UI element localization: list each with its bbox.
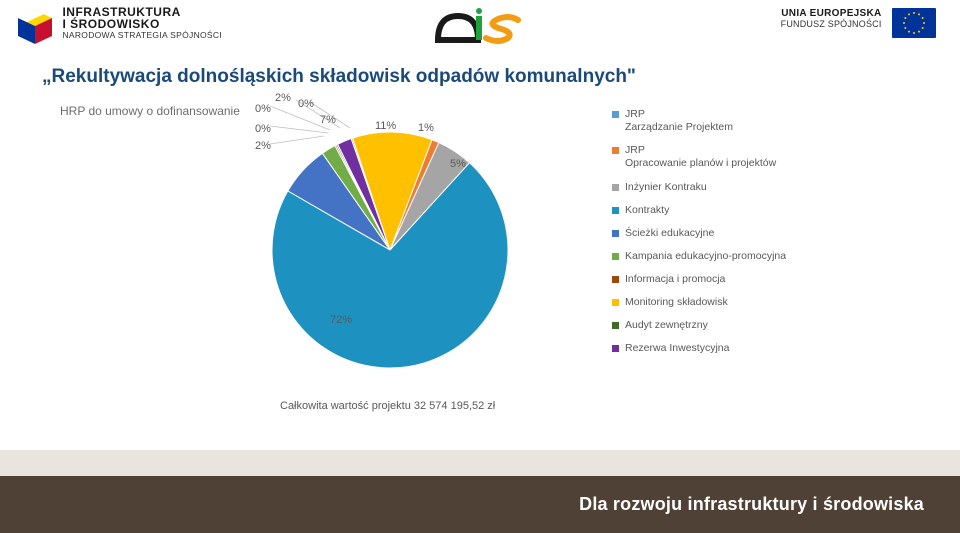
legend-label: Audyt zewnętrzny: [625, 319, 708, 332]
legend-item: JRP Opracowanie planów i projektów: [612, 144, 786, 170]
pie-pct-label: 72%: [330, 314, 352, 326]
legend-item: Monitoring składowisk: [612, 296, 786, 309]
legend-swatch: [612, 184, 619, 191]
legend-swatch: [612, 147, 619, 154]
header-bar: INFRASTRUKTURA I ŚRODOWISKO NARODOWA STR…: [0, 0, 960, 60]
legend-item: Audyt zewnętrzny: [612, 319, 786, 332]
legend-label: Ścieżki edukacyjne: [625, 227, 714, 240]
legend-item: Ścieżki edukacyjne: [612, 227, 786, 240]
legend-swatch: [612, 253, 619, 260]
legend-label: Rezerwa Inwestycyjna: [625, 342, 729, 355]
footer-light-band: [0, 450, 960, 476]
legend-item: Inżynier Kontraku: [612, 181, 786, 194]
pie-pct-label: 0%: [298, 98, 314, 110]
pie-pct-label: 2%: [275, 92, 291, 104]
legend-swatch: [612, 299, 619, 306]
page-title: „Rekultywacja dolnośląskich składowisk o…: [42, 66, 636, 88]
legend-label: Kampania edukacyjno-promocyjna: [625, 250, 786, 263]
legend-swatch: [612, 345, 619, 352]
logo-dis: [430, 8, 530, 48]
pie-pct-label: 0%: [255, 103, 271, 115]
legend-item: Kontrakty: [612, 204, 786, 217]
logo-infrastruktura: INFRASTRUKTURA I ŚRODOWISKO NARODOWA STR…: [18, 6, 222, 44]
cube-icon: [18, 10, 52, 44]
legend-swatch: [612, 322, 619, 329]
pie-pct-label: 1%: [418, 122, 434, 134]
pie-labels: 0%2%0%0%2%7%11%1%5%72%: [230, 100, 550, 380]
legend-label: Inżynier Kontraku: [625, 181, 707, 194]
legend-label: JRP Opracowanie planów i projektów: [625, 144, 776, 170]
logo-eu: UNIA EUROPEJSKA FUNDUSZ SPÓJNOŚCI: [781, 8, 936, 38]
footer-text: Dla rozwoju infrastruktury i środowiska: [579, 494, 924, 515]
pie-pct-label: 5%: [450, 158, 466, 170]
pie-pct-label: 11%: [375, 120, 396, 132]
legend-item: JRP Zarządzanie Projektem: [612, 108, 786, 134]
chart-legend: JRP Zarządzanie Projektem JRP Opracowanie…: [612, 108, 786, 366]
legend-label: JRP Zarządzanie Projektem: [625, 108, 733, 134]
legend-item: Rezerwa Inwestycyjna: [612, 342, 786, 355]
legend-swatch: [612, 230, 619, 237]
legend-swatch: [612, 111, 619, 118]
legend-swatch: [612, 207, 619, 214]
legend-label: Informacja i promocja: [625, 273, 725, 286]
legend-label: Monitoring składowisk: [625, 296, 728, 309]
legend-label: Kontrakty: [625, 204, 669, 217]
logo-line3: NARODOWA STRATEGIA SPÓJNOŚCI: [62, 30, 222, 41]
legend-swatch: [612, 276, 619, 283]
eu-flag-icon: [892, 8, 936, 38]
footer-dark-band: Dla rozwoju infrastruktury i środowiska: [0, 476, 960, 533]
eu-line2: FUNDUSZ SPÓJNOŚCI: [781, 19, 882, 29]
legend-item: Informacja i promocja: [612, 273, 786, 286]
pie-pct-label: 2%: [255, 140, 271, 152]
pie-pct-label: 0%: [255, 123, 271, 135]
logo-line2: I ŚRODOWISKO: [62, 18, 222, 30]
legend-item: Kampania edukacyjno-promocyjna: [612, 250, 786, 263]
chart-caption: Całkowita wartość projektu 32 574 195,52…: [280, 400, 495, 412]
pie-pct-label: 7%: [320, 114, 336, 126]
chart-subtitle: HRP do umowy o dofinansowanie: [60, 104, 240, 118]
eu-line1: UNIA EUROPEJSKA: [781, 8, 882, 19]
